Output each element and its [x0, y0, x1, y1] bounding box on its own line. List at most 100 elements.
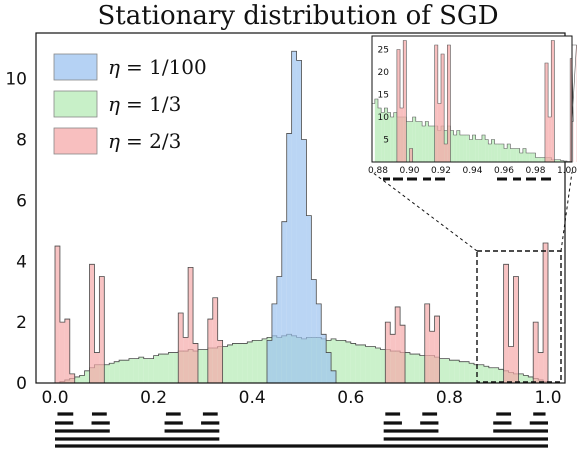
inset-bar — [450, 130, 454, 162]
histogram-bar — [543, 243, 548, 383]
x-tick-label: 0.0 — [41, 388, 68, 408]
inset-bar — [453, 135, 457, 162]
inset-bar — [374, 99, 378, 162]
histogram-bar — [464, 361, 470, 383]
histogram-bar — [528, 376, 534, 383]
histogram-outline — [266, 50, 337, 383]
inset-bar — [570, 58, 572, 162]
histogram-bar — [291, 51, 297, 384]
inset-y-tick-label: 25 — [378, 46, 389, 56]
histogram-bar — [301, 139, 307, 383]
inset-x-tick-label: 0.98 — [525, 166, 545, 176]
inset-bar — [560, 160, 564, 162]
plot-frame — [35, 32, 566, 384]
histogram-bar — [439, 358, 445, 383]
inset-series-red — [372, 40, 577, 163]
histogram-bar — [183, 337, 189, 383]
histogram-bar — [104, 364, 110, 383]
histogram-bar — [242, 343, 248, 383]
histogram-bar — [109, 363, 115, 383]
inset-bar — [466, 135, 470, 162]
inset-bar — [400, 108, 404, 162]
zoom-connector-right — [560, 171, 573, 252]
inset-x-tick-label: 1.00 — [557, 166, 577, 176]
series-eta-1-100 — [266, 50, 337, 384]
inset-bar — [441, 54, 445, 162]
inset-bar — [478, 139, 482, 162]
inset-plot: 0.88 0.90 0.92 0.94 0.96 0.98 1.00 5 10 15 20 25 — [368, 35, 577, 181]
histogram-bar — [148, 358, 154, 383]
inset-bar — [384, 108, 388, 162]
histogram-bar — [380, 349, 386, 383]
inset-frame — [371, 35, 573, 163]
inset-bar — [529, 153, 533, 162]
histogram-bar — [375, 348, 381, 383]
inset-bar — [409, 121, 413, 162]
histogram-bar — [227, 344, 233, 383]
histogram-bar — [266, 340, 272, 383]
histogram-bar — [390, 334, 396, 383]
inset-bar — [491, 139, 495, 162]
histogram-bar — [163, 354, 169, 383]
legend-swatch — [53, 53, 98, 81]
inset-bar — [481, 135, 486, 162]
histogram-bar — [483, 366, 489, 383]
histogram-bar — [331, 370, 337, 383]
histogram-bar — [395, 306, 401, 383]
histogram-bar — [508, 346, 514, 383]
histogram-bar — [89, 264, 95, 383]
inset-y-tick-label: 15 — [378, 91, 389, 101]
histogram-bar — [232, 343, 238, 383]
y-tick-label: 6 — [16, 191, 27, 211]
inset-bar — [447, 45, 451, 162]
legend-label: η = 1/100 — [108, 55, 207, 79]
histogram-bar — [143, 358, 149, 383]
histogram-bar — [55, 246, 60, 383]
histogram-bar — [212, 297, 218, 383]
histogram-bar — [523, 375, 529, 383]
inset-bar — [544, 63, 549, 162]
inset-bar — [412, 117, 416, 162]
inset-bar — [378, 108, 382, 162]
inset-bar — [516, 148, 520, 162]
histogram-bar — [286, 133, 292, 383]
histogram-bar — [69, 373, 75, 383]
histogram-bar — [459, 361, 465, 383]
inset-bar — [500, 144, 504, 162]
x-tick-label: 0.6 — [337, 388, 364, 408]
histogram-bar — [168, 352, 174, 383]
inset-bar — [415, 121, 419, 162]
inset-bar — [390, 117, 394, 162]
histogram-bar — [178, 313, 184, 383]
histogram-bar — [217, 340, 223, 383]
histogram-bar — [94, 352, 100, 383]
x-tick-label: 1.0 — [534, 388, 561, 408]
inset-bar — [472, 135, 476, 162]
y-tick-label: 4 — [16, 252, 27, 272]
histogram-bar — [207, 319, 213, 383]
histogram-bar — [64, 319, 70, 383]
histogram-bar — [365, 346, 371, 383]
inset-bar — [396, 49, 401, 162]
inset-y-tick-label: 5 — [383, 136, 389, 146]
histogram-bar — [469, 363, 475, 383]
histogram-bar — [276, 276, 282, 383]
histogram-bar — [173, 352, 179, 383]
histogram-bar — [321, 334, 327, 383]
inset-bar — [526, 153, 530, 162]
histogram-bar — [331, 338, 337, 383]
histogram-bar — [222, 346, 228, 383]
y-tick-label: 10 — [5, 70, 27, 90]
histogram-bar — [429, 331, 435, 383]
histogram-bar — [79, 375, 85, 383]
inset-bar — [444, 144, 448, 162]
histogram-bar — [138, 357, 144, 383]
histogram-bar — [513, 276, 519, 383]
inset-bar — [488, 144, 492, 162]
histogram-bar — [257, 340, 263, 383]
histogram-bar — [158, 354, 164, 383]
histogram-bar — [197, 349, 203, 383]
histogram-bar — [99, 276, 105, 383]
histogram-bar — [350, 343, 356, 383]
inset-bar — [507, 144, 511, 162]
